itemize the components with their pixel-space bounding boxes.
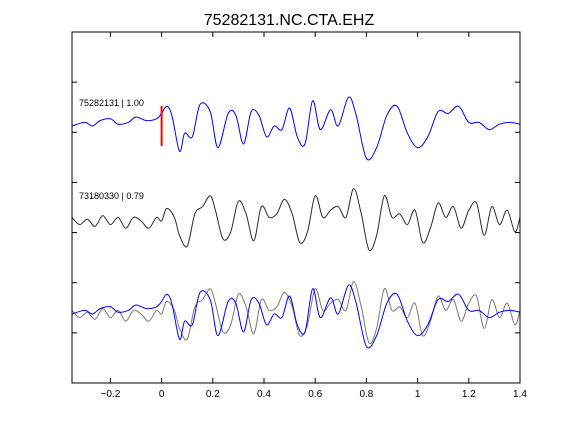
trace-label-1: 75282131 | 1.00 xyxy=(79,98,144,108)
axes-layer: −0.2 0 0.2 0.4 0.6 0.8 1 1.2 1.4 xyxy=(71,31,527,400)
x-tick-label: −0.2 xyxy=(101,389,121,400)
x-tick-label: 0.8 xyxy=(359,389,373,400)
trace-2-waveform xyxy=(71,188,521,252)
overlay-trace-2-waveform xyxy=(71,281,521,345)
x-tick-label: 1 xyxy=(415,389,421,400)
trace-label-2: 73180330 | 0.79 xyxy=(79,191,144,201)
traces-layer xyxy=(71,96,521,349)
x-tick-label: 0 xyxy=(159,389,165,400)
overlay-trace-1-waveform xyxy=(71,284,521,349)
x-tick-label: 1.4 xyxy=(513,389,527,400)
axes-box xyxy=(71,31,521,384)
x-tick-label: 1.2 xyxy=(462,389,476,400)
x-tick-label: 0.4 xyxy=(257,389,271,400)
x-tick-label: 0.2 xyxy=(206,389,220,400)
x-tick-label: 0.6 xyxy=(308,389,322,400)
chart-title: 75282131.NC.CTA.EHZ xyxy=(204,12,375,29)
trace-1-waveform xyxy=(71,96,521,161)
